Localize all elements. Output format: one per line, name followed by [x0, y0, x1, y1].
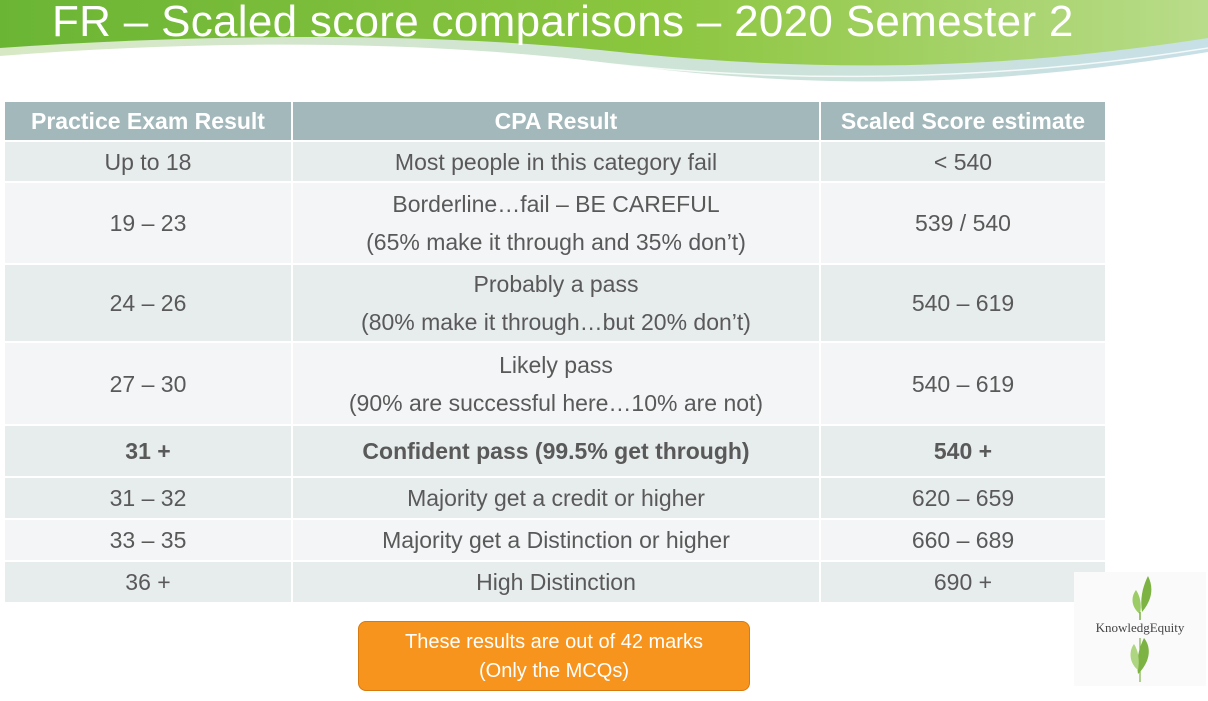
cpa-line: Probably a pass — [473, 271, 639, 297]
exam-cell: 33 – 35 — [3, 518, 293, 562]
header-cpa-result: CPA Result — [291, 100, 821, 142]
table-row: 24 – 26 Probably a pass (80% make it thr… — [3, 263, 1107, 343]
table-row: 27 – 30 Likely pass (90% are successful … — [3, 341, 1107, 426]
knowledgequity-logo: KnowledgEquity — [1074, 572, 1206, 686]
cpa-line: Most people in this category fail — [394, 148, 718, 175]
table-row-highlight: 31 + Confident pass (99.5% get through) … — [3, 424, 1107, 478]
banner-swoosh — [0, 0, 1208, 82]
score-cell: < 540 — [819, 140, 1107, 183]
score-cell: 660 – 689 — [819, 518, 1107, 562]
marks-note-callout: These results are out of 42 marks (Only … — [358, 621, 750, 691]
logo-text: KnowledgEquity — [1095, 620, 1185, 635]
header-practice-exam: Practice Exam Result — [3, 100, 293, 142]
score-cell: 540 – 619 — [819, 341, 1107, 426]
score-cell: 539 / 540 — [819, 181, 1107, 265]
note-line-1: These results are out of 42 marks — [405, 631, 703, 653]
table-row: Up to 18 Most people in this category fa… — [3, 140, 1107, 183]
exam-cell: 31 – 32 — [3, 476, 293, 520]
cpa-cell: Most people in this category fail — [291, 140, 821, 183]
cpa-cell: High Distinction — [291, 560, 821, 604]
table-row: 33 – 35 Majority get a Distinction or hi… — [3, 518, 1107, 562]
score-cell: 540 + — [819, 424, 1107, 478]
cpa-cell: Probably a pass (80% make it through…but… — [291, 263, 821, 343]
cpa-line: Likely pass — [499, 351, 613, 378]
table-header-row: Practice Exam Result CPA Result Scaled S… — [3, 100, 1107, 142]
cpa-cell: Borderline…fail – BE CAREFUL (65% make i… — [291, 181, 821, 265]
cpa-cell: Majority get a Distinction or higher — [291, 518, 821, 562]
exam-cell: 27 – 30 — [3, 341, 293, 426]
exam-cell: Up to 18 — [3, 140, 293, 183]
table-row: 36 + High Distinction 690 + — [3, 560, 1107, 604]
score-table: Practice Exam Result CPA Result Scaled S… — [3, 100, 1107, 604]
cpa-line: Confident pass (99.5% get through) — [362, 438, 750, 464]
cpa-line: Majority get a credit or higher — [407, 485, 705, 511]
title-banner: FR – Scaled score comparisons – 2020 Sem… — [0, 0, 1208, 92]
note-line-2: (Only the MCQs) — [478, 660, 630, 682]
cpa-line: High Distinction — [476, 569, 636, 595]
score-cell: 620 – 659 — [819, 476, 1107, 520]
cpa-subline: (80% make it through…but 20% don’t) — [361, 309, 751, 335]
table-row: 31 – 32 Majority get a credit or higher … — [3, 476, 1107, 520]
cpa-cell: Confident pass (99.5% get through) — [291, 424, 821, 478]
cpa-line: Majority get a Distinction or higher — [382, 527, 730, 553]
score-cell: 540 – 619 — [819, 263, 1107, 343]
exam-cell: 36 + — [3, 560, 293, 604]
score-cell: 690 + — [819, 560, 1107, 604]
cpa-line: Borderline…fail – BE CAREFUL — [392, 191, 720, 217]
header-scaled-score: Scaled Score estimate — [819, 100, 1107, 142]
leaf-icon — [1130, 576, 1152, 682]
exam-cell: 19 – 23 — [3, 181, 293, 265]
exam-cell: 24 – 26 — [3, 263, 293, 343]
cpa-cell: Majority get a credit or higher — [291, 476, 821, 520]
cpa-subline: (90% are successful here…10% are not) — [348, 389, 764, 416]
table-row: 19 – 23 Borderline…fail – BE CAREFUL (65… — [3, 181, 1107, 265]
cpa-cell: Likely pass (90% are successful here…10%… — [291, 341, 821, 426]
page-title: FR – Scaled score comparisons – 2020 Sem… — [52, 0, 1074, 46]
cpa-subline: (65% make it through and 35% don’t) — [366, 229, 746, 255]
exam-cell: 31 + — [3, 424, 293, 478]
